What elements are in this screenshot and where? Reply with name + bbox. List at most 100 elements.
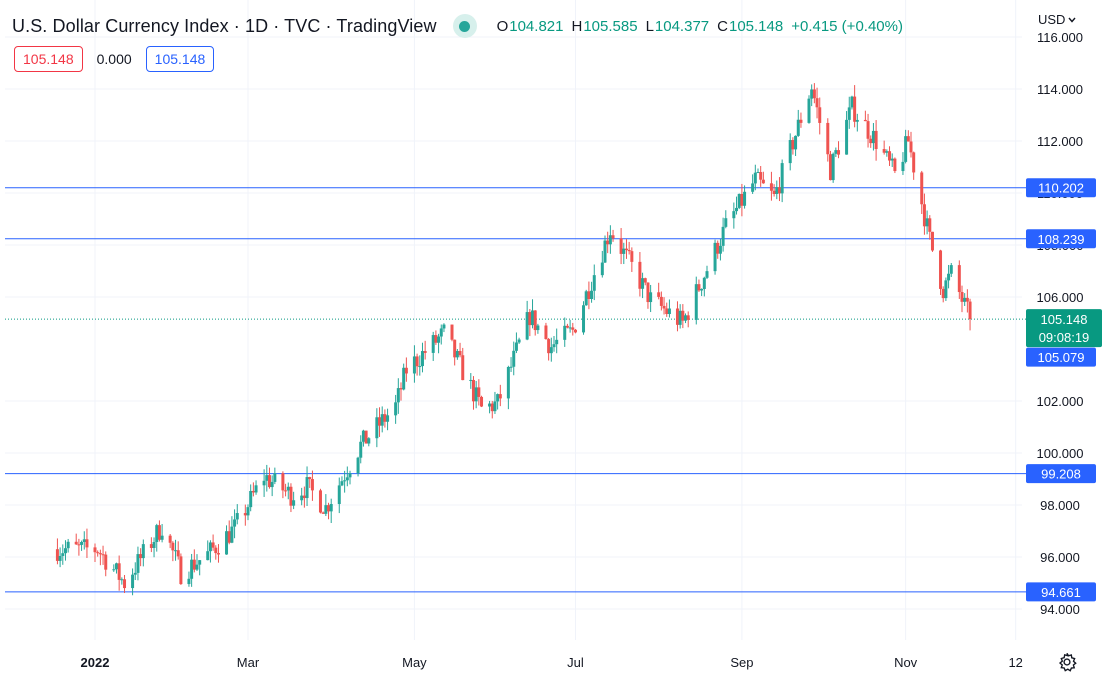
candle-body [98, 553, 102, 555]
candle-body [906, 136, 910, 142]
candle-body [490, 403, 494, 412]
candle-body [869, 138, 873, 144]
candle-body [340, 481, 344, 486]
candle-body [592, 275, 596, 291]
candle-body [498, 394, 502, 399]
candle-body [364, 430, 368, 444]
candle-body [627, 249, 631, 252]
horizontal-levels[interactable] [5, 187, 1026, 593]
candle-body [533, 310, 537, 331]
candle-body [536, 325, 540, 331]
ohlc-high: H 105.585 [571, 18, 637, 35]
candle-body [136, 554, 140, 573]
gear-icon[interactable] [1056, 651, 1078, 673]
candle-body [549, 347, 553, 354]
candle-body [243, 513, 247, 516]
candle-body [469, 379, 473, 381]
y-tick-label: 106.000 [1037, 290, 1084, 305]
indicator-value-left[interactable]: 105.148 [14, 46, 83, 72]
candle-body [630, 251, 634, 262]
candle-body [855, 119, 859, 122]
candle-body [675, 308, 679, 325]
candle-body [133, 572, 137, 575]
candle-body [171, 542, 175, 551]
currency-label: USD [1038, 12, 1066, 27]
candle-body [571, 327, 575, 330]
candle-body [251, 490, 255, 493]
candle-body [552, 344, 556, 348]
candle-body [302, 495, 306, 499]
candle-body [66, 541, 70, 549]
candle-body [700, 288, 704, 291]
candle-body [871, 130, 875, 144]
candle-body [327, 505, 331, 512]
candle-body [506, 367, 510, 399]
candle-body [117, 563, 121, 580]
last-price-tag [1026, 309, 1102, 348]
candle-body [810, 89, 814, 99]
low-marker-tag-label: 105.079 [1038, 350, 1085, 365]
candle-body [922, 204, 926, 227]
candle-body [622, 248, 626, 254]
candle-body [737, 193, 741, 208]
candle-body [826, 122, 830, 155]
candle-body [439, 328, 443, 337]
candle-body [112, 569, 116, 571]
open-value: 104.821 [509, 17, 564, 35]
candle-body [611, 235, 615, 239]
candle-body [759, 172, 763, 180]
candle-body [662, 305, 666, 309]
y-tick-label: 100.000 [1037, 446, 1084, 461]
candle-body [206, 551, 210, 561]
candle-body [321, 512, 325, 514]
candle-body [141, 544, 145, 559]
candle-body [780, 163, 784, 194]
candle-body [63, 548, 67, 554]
close-key: C [717, 17, 728, 35]
candle-body [493, 401, 497, 412]
candle-body [794, 135, 798, 150]
candle-body [211, 542, 215, 548]
y-tick-label: 102.000 [1037, 394, 1084, 409]
candle-body [270, 481, 274, 488]
candle-body [949, 265, 953, 274]
candle-body [702, 277, 706, 289]
candle-body [96, 552, 100, 554]
candle-body [383, 414, 387, 422]
candle-body [356, 457, 360, 474]
candle-body [114, 563, 118, 570]
candle-body [590, 290, 594, 300]
candle-body [909, 141, 913, 153]
candle-body [254, 485, 258, 493]
candle-body [267, 475, 271, 488]
candle-body [638, 261, 642, 289]
candle-body [649, 292, 653, 303]
candle-body [249, 490, 253, 508]
ohlc-close: C 105.148 [717, 18, 783, 35]
candle-body [139, 554, 143, 559]
live-status-dot-icon [452, 14, 477, 38]
x-tick-label: May [402, 655, 427, 670]
candle-body [845, 119, 849, 155]
candle-body [812, 89, 816, 99]
time-axis[interactable]: 2022 Mar May Jul Sep Nov 12 [81, 655, 1023, 670]
candle-body [587, 291, 591, 300]
candle-body [678, 310, 682, 325]
candle-body [437, 336, 441, 343]
candle-body [55, 549, 59, 561]
symbol-title[interactable]: U.S. Dollar Currency Index · 1D · TVC · … [12, 15, 437, 36]
candle-body [866, 121, 870, 139]
x-tick-label: 2022 [81, 655, 110, 670]
candle-body [474, 387, 478, 402]
candle-body [772, 190, 776, 194]
candle-body [941, 288, 945, 299]
candle-body [442, 324, 446, 329]
currency-selector[interactable]: USD [1038, 12, 1076, 27]
candle-body [514, 342, 518, 351]
candle-body [101, 554, 105, 556]
candle-body [686, 315, 690, 320]
indicator-value-right[interactable]: 105.148 [145, 46, 215, 72]
ohlc-values: O 104.821 H 105.585 L 104.377 C 105.148 +0.4… [497, 18, 903, 35]
